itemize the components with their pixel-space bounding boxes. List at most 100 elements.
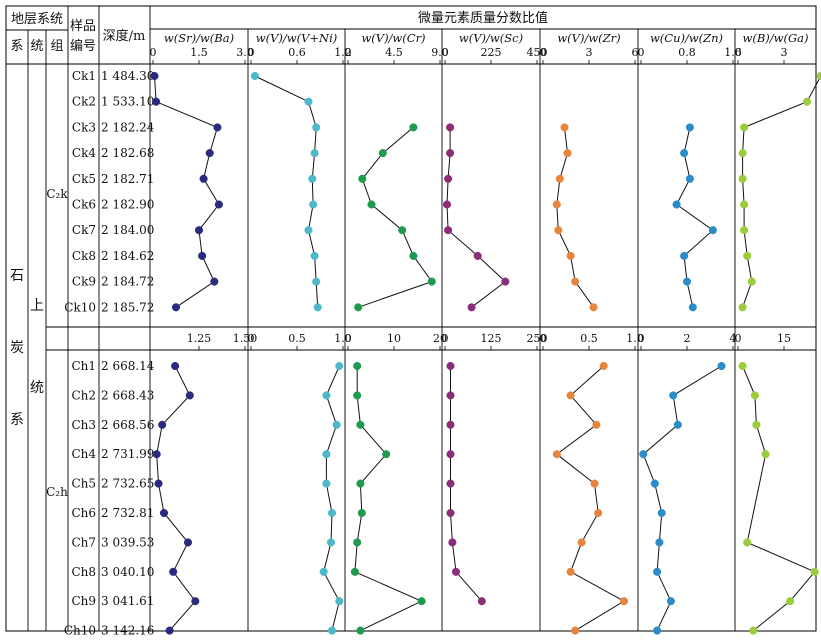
outer-border [5, 5, 817, 632]
panel6-ch-point-7 [655, 538, 664, 547]
panel7-ch-point-4 [761, 450, 770, 459]
panel4-top-ticklabel-2: 450 [527, 46, 548, 59]
panel4-ch-point-4 [446, 450, 455, 459]
panel5-ch-point-6 [594, 508, 603, 518]
panel1-ck-point-9 [210, 277, 219, 286]
panel1-top-ticklabel-0: 0 [150, 46, 157, 59]
panel1-ck-point-6 [214, 200, 223, 209]
sample-id-ch2: Ch2 [71, 388, 96, 402]
panel3-top-ticklabel-1: 4.5 [385, 46, 403, 59]
panel6-ch-point-10 [653, 626, 662, 635]
panel5-ch-line [555, 365, 626, 632]
panel4-mid-ticklabel-1: 125 [481, 332, 502, 345]
panel7-ck-point-7 [740, 226, 749, 235]
panel7-ch-point-7 [743, 538, 752, 547]
panel7-ch-point-2 [750, 391, 759, 400]
chart-marks: Ck1 1 484.30 Ck2 1 533.10 Ck3 2 182.24 Ck4 2 18… [64, 29, 821, 638]
panel3-ck-point-8 [409, 251, 418, 260]
panel4-ck-point-4 [446, 149, 455, 158]
panel4-ch-point-6 [446, 508, 455, 518]
panel4-ch-point-5 [446, 479, 455, 488]
panel2-mid-ticklabel-1: 0.5 [288, 332, 306, 345]
panel4-ch-point-9 [477, 597, 486, 606]
panel5-ck-point-9 [571, 277, 580, 286]
panel1-ch-point-3 [158, 420, 167, 429]
panel6-mid-ticklabel-2: 4 [730, 332, 737, 345]
panel5-ch-point-1 [599, 361, 608, 371]
sample-id-ck3: Ck3 [72, 120, 96, 134]
panel5-top-ticklabel-2: 6 [632, 46, 639, 59]
panel5-top-ticklabel-0: 0 [540, 46, 547, 59]
panel5-ch-point-10 [571, 626, 580, 635]
panel1-ck-point-5 [199, 174, 208, 183]
panel1-ck-point-4 [205, 149, 214, 158]
panel3-top-ticklabel-2: 9.0 [431, 46, 449, 59]
panel4-ch-point-7 [448, 538, 457, 547]
panel3-ch-point-8 [350, 567, 359, 576]
panel6-ch-point-3 [673, 420, 682, 429]
panel5-ck-point-3 [560, 123, 569, 132]
panel7-title: w(B)/w(Ga) [742, 31, 808, 45]
sample-id-ch7: Ch7 [71, 535, 96, 549]
panel6-title: w(Cu)/w(Zn) [650, 31, 723, 45]
panel2-ck-point-2 [304, 97, 313, 106]
panel6-ch-point-9 [666, 597, 675, 606]
panel1-top-ticklabel-1: 1.5 [190, 46, 208, 59]
panel2-ch-point-7 [326, 538, 336, 547]
panel5-ck-point-7 [554, 226, 563, 235]
sample-id-ck10: Ck10 [64, 300, 96, 314]
panel7-top-ticklabel-1: 3 [781, 46, 788, 59]
panel5-ch-point-5 [590, 479, 599, 488]
sample-id-ck2: Ck2 [72, 95, 96, 109]
panel3-ck-point-3 [409, 123, 418, 132]
panel4-ch-point-3 [446, 420, 455, 429]
panel3-ch-point-7 [353, 538, 362, 547]
panel3-ck-point-9 [427, 277, 436, 286]
panel1-ch-point-4 [152, 450, 161, 459]
panel4-ch-point-2 [446, 391, 455, 400]
sample-id-ch8: Ch8 [71, 565, 96, 579]
series-lower: 统 [30, 380, 44, 396]
panel2-ck-point-3 [312, 123, 321, 132]
panel6-ck-point-10 [688, 303, 697, 312]
sample-id-ck8: Ck8 [72, 249, 96, 263]
panel5-ch-point-4 [552, 450, 561, 459]
panel6-ck-line [675, 127, 714, 308]
sample-depth-ck8: 2 184.62 [101, 249, 154, 263]
sample-id-ch3: Ch3 [71, 418, 96, 432]
panel3-ch-line [354, 366, 423, 632]
sample-depth-ck9: 2 184.72 [101, 275, 154, 289]
panel3-ck-line [358, 127, 433, 308]
panel2-ch-point-6 [327, 508, 337, 518]
panel3-mid-ticklabel-1: 10 [387, 332, 401, 345]
panel2-ck-point-6 [309, 200, 318, 209]
panel6-mid-ticklabel-0: 0 [638, 332, 645, 345]
panel2-title: w(V)/w(V+Ni) [256, 31, 338, 45]
panel3-ch-point-2 [353, 391, 362, 400]
panel5-ck-point-6 [552, 200, 561, 209]
sample-id-ck1: Ck1 [72, 69, 96, 83]
panel3-ch-point-9 [417, 597, 426, 606]
panel7-mid-ticklabel-1: 15 [777, 332, 791, 345]
panel2-ch-point-3 [332, 420, 341, 429]
panel3-ch-point-1 [353, 361, 362, 371]
panel4-ck-point-3 [446, 123, 455, 132]
panel6-ck-point-9 [682, 277, 692, 286]
panel7-ck-point-1 [816, 71, 821, 81]
panel2-mid-ticklabel-2: 1.0 [334, 332, 352, 345]
system-char-2: 炭 [10, 340, 24, 356]
panel1-ch-line [156, 365, 196, 631]
sample-depth-ck2: 1 533.10 [101, 95, 154, 109]
panel5-ch-point-9 [619, 597, 629, 606]
sample-depth-ch8: 3 040.10 [101, 565, 154, 579]
panel2-ck-line [254, 75, 319, 308]
panel7-ck-point-6 [740, 200, 749, 209]
panel1-ck-point-1 [150, 71, 159, 81]
panel2-mid-ticklabel-0: 0 [248, 332, 255, 345]
formation-c2k: C₂k [46, 187, 68, 201]
panel1-mid-ticklabel-1: 1.50 [233, 332, 258, 345]
panel6-ch-point-2 [669, 391, 678, 400]
panel1-ck-point-3 [213, 123, 222, 132]
sample-depth-ch7: 3 039.53 [101, 535, 154, 549]
sample-depth-ck4: 2 182.68 [101, 146, 154, 160]
